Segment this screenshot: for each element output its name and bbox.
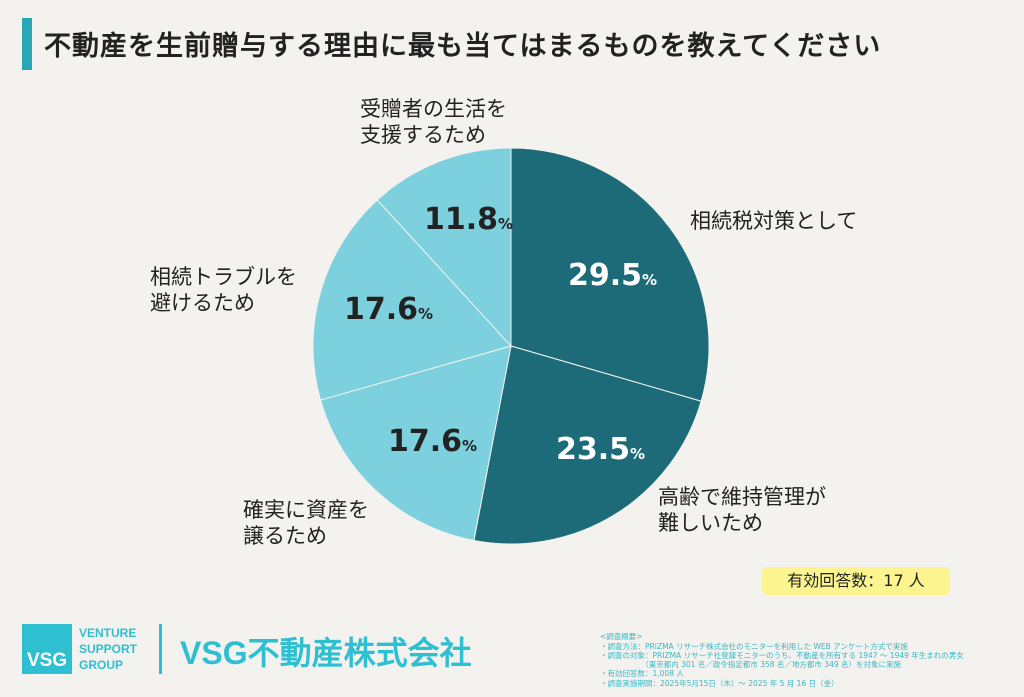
pie-slice-3 [312, 199, 512, 401]
survey-notes: <調査概要> ・調査方法：PRIZMA リサーチ株式会社のモニターを利用した WE… [600, 632, 964, 688]
slice-label-3: 相続トラブルを 避けるため [150, 265, 297, 315]
respondents-badge: 有効回答数：17 人 [762, 567, 950, 595]
logo-subtitle: VENTURE SUPPORT GROUP [79, 626, 138, 672]
pie-chart [312, 147, 710, 545]
logo-divider [159, 624, 162, 674]
slice-label-0: 相続税対策として [690, 209, 858, 233]
value-label-0: 29.5% [568, 258, 658, 293]
pie-slice-4 [376, 147, 512, 348]
vsg-logo-mark: VSG [22, 624, 72, 674]
value-label-4: 11.8% [424, 202, 514, 237]
value-label-3: 17.6% [344, 292, 434, 327]
slice-label-1: 高齢で維持管理が 難しいため [658, 485, 826, 535]
slice-label-4: 受贈者の生活を 支援するため [360, 97, 507, 147]
slice-label-2: 確実に資産を 譲るため [243, 498, 369, 548]
company-name: VSG不動産株式会社 [180, 635, 472, 671]
title-accent-bar [22, 18, 32, 70]
pie-slice-1 [473, 345, 702, 545]
page-title: 不動産を生前贈与する理由に最も当てはまるものを教えてください [44, 31, 882, 62]
value-label-2: 17.6% [388, 424, 478, 459]
value-label-1: 23.5% [556, 432, 646, 467]
pie-slice-2 [319, 345, 512, 542]
pie-slice-0 [510, 147, 710, 402]
